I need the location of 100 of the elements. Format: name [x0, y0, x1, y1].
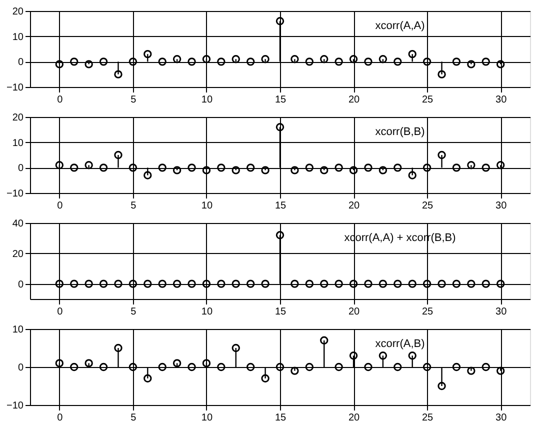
- y-tick-label: −10: [6, 400, 24, 412]
- point: [378, 166, 388, 174]
- x-tick-label: 20: [348, 306, 360, 318]
- point: [482, 58, 490, 66]
- point: [394, 164, 402, 172]
- x-tick-label: 30: [496, 412, 508, 424]
- point: [144, 50, 152, 58]
- point: [305, 362, 314, 372]
- x-tick-label: 5: [130, 94, 137, 106]
- y-tick-label: 20: [12, 6, 24, 18]
- point: [202, 166, 211, 174]
- point: [128, 362, 138, 372]
- point: [422, 164, 432, 172]
- point: [482, 362, 490, 372]
- point: [496, 60, 505, 68]
- x-tick-label: 20: [348, 412, 360, 424]
- point: [99, 362, 108, 372]
- x-tick-label: 25: [422, 412, 434, 424]
- x-tick-label: 10: [201, 306, 213, 318]
- x-tick-label: 0: [57, 200, 64, 212]
- point: [172, 166, 182, 174]
- y-tick-label: 0: [18, 163, 24, 174]
- point: [305, 58, 314, 66]
- point: [84, 161, 93, 170]
- y-tick-label: −10: [6, 188, 24, 200]
- point: [394, 362, 402, 372]
- point: [172, 359, 182, 368]
- point: [290, 166, 299, 174]
- point: [334, 362, 343, 372]
- x-tick-label: 5: [130, 200, 137, 212]
- x-tick-label: 15: [274, 412, 286, 424]
- point: [55, 60, 64, 68]
- y-tick-label: 10: [12, 32, 24, 43]
- point: [55, 161, 64, 170]
- point: [467, 366, 476, 375]
- y-tick-label: 20: [12, 248, 24, 260]
- point: [408, 171, 416, 180]
- point: [422, 58, 432, 66]
- point: [99, 58, 108, 66]
- y-tick-label: 20: [12, 112, 24, 124]
- x-tick-label: 30: [496, 306, 508, 318]
- point: [128, 164, 138, 172]
- point: [452, 362, 461, 372]
- x-tick-label: 15: [274, 200, 286, 212]
- point: [290, 55, 299, 64]
- point: [84, 60, 93, 68]
- x-tick-label: 25: [422, 200, 434, 212]
- point: [188, 362, 196, 372]
- x-tick-label: 30: [496, 200, 508, 212]
- point: [482, 164, 490, 172]
- point: [202, 359, 211, 368]
- x-tick-label: 25: [422, 306, 434, 318]
- point: [128, 58, 138, 66]
- x-tick-label: 15: [274, 94, 286, 106]
- point: [188, 164, 196, 172]
- point: [364, 164, 372, 172]
- point: [99, 164, 108, 172]
- point: [290, 366, 299, 375]
- point: [276, 362, 284, 372]
- point: [422, 362, 432, 372]
- point: [70, 58, 78, 66]
- point: [452, 164, 461, 172]
- point: [246, 58, 255, 66]
- point: [70, 362, 78, 372]
- x-tick-label: 0: [57, 94, 64, 106]
- point: [158, 164, 166, 172]
- point: [217, 362, 226, 372]
- point: [232, 55, 240, 64]
- annotation: xcorr(B,B): [375, 126, 425, 138]
- point: [496, 161, 505, 170]
- point: [188, 58, 196, 66]
- point: [172, 55, 182, 64]
- y-tick-label: 10: [12, 324, 24, 336]
- point: [217, 58, 226, 66]
- point: [246, 362, 255, 372]
- point: [364, 58, 372, 66]
- point: [496, 366, 505, 375]
- x-tick-label: 5: [130, 412, 137, 424]
- point: [378, 55, 388, 64]
- point: [217, 164, 226, 172]
- x-tick-label: 20: [348, 94, 360, 106]
- point: [261, 55, 270, 64]
- point: [364, 362, 372, 372]
- point: [70, 164, 78, 172]
- point: [55, 359, 64, 368]
- x-tick-label: 10: [201, 200, 213, 212]
- point: [408, 50, 416, 58]
- point: [261, 166, 270, 174]
- point: [467, 161, 476, 170]
- y-tick-label: 10: [12, 138, 24, 149]
- point: [349, 166, 358, 174]
- y-tick-label: 0: [18, 279, 24, 290]
- x-tick-label: 15: [274, 306, 286, 318]
- point: [246, 164, 255, 172]
- point: [202, 55, 211, 64]
- point: [394, 58, 402, 66]
- y-tick-label: 40: [12, 218, 24, 230]
- x-tick-label: 25: [422, 94, 434, 106]
- x-tick-label: 30: [496, 94, 508, 106]
- point: [232, 166, 240, 174]
